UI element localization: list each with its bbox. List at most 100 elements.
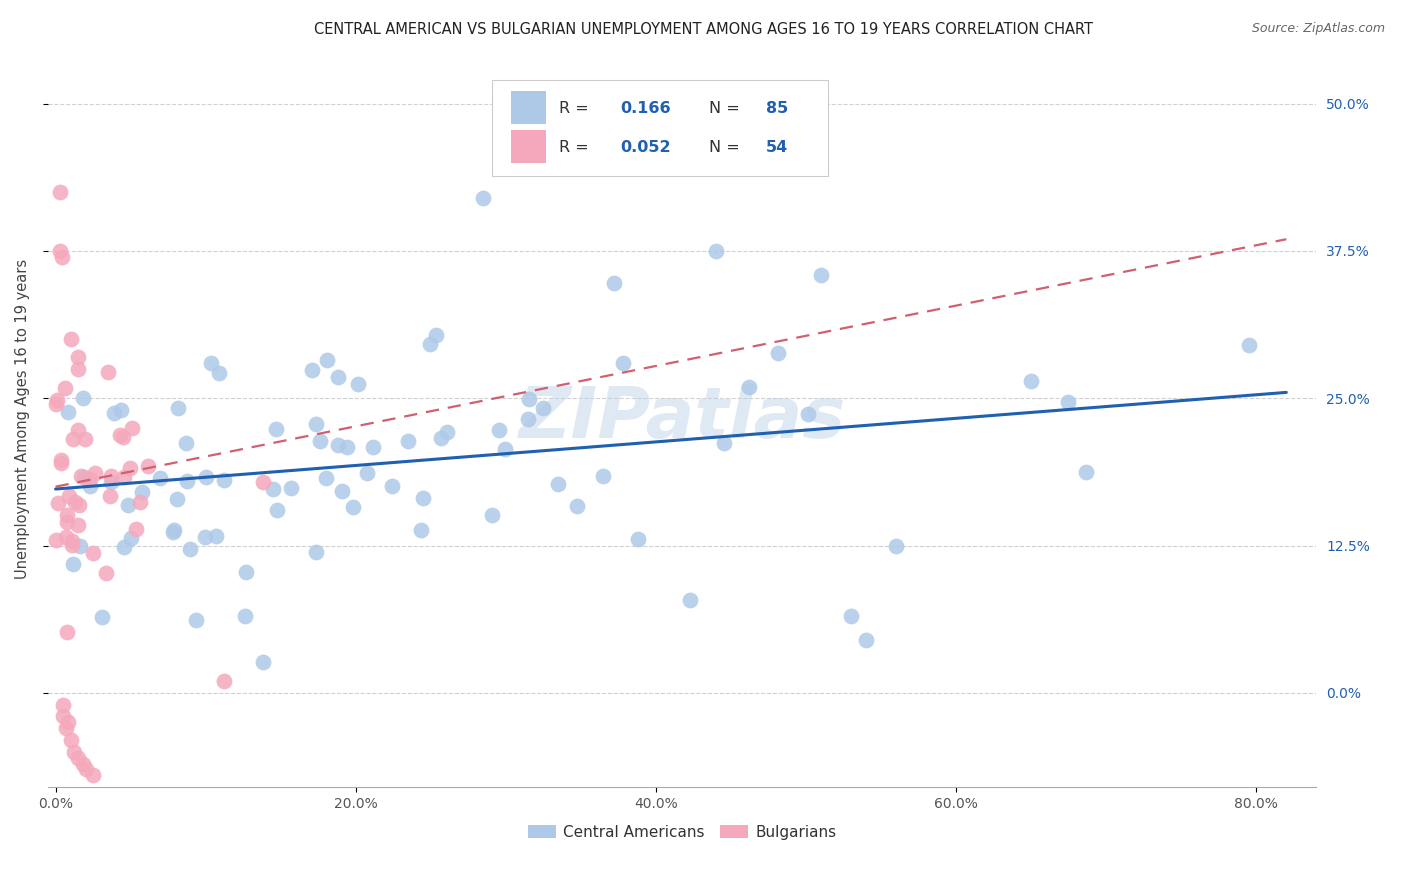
Point [45,392,67,407]
Point [79,471,101,485]
Point [55,624,77,639]
Point [45,397,67,411]
Point [305,417,328,431]
Point [488,423,510,437]
Point [200,356,222,370]
Point [176,474,198,488]
Point [51,456,73,470]
Point [49,185,72,199]
Point [70,468,93,483]
Legend: Central Americans, Bulgarians: Central Americans, Bulgarians [522,819,842,846]
Point [162,525,184,540]
Point [111,430,134,444]
Point [704,244,727,258]
Point [149,471,172,485]
Point [315,471,337,485]
Point [166,491,188,506]
Point [117,498,139,512]
Point [603,276,626,290]
Point [301,362,323,376]
Point [174,436,197,450]
Point [110,402,132,417]
FancyBboxPatch shape [510,130,547,163]
Point [82,768,104,782]
Point [214,473,236,487]
Text: 0.052: 0.052 [620,140,671,154]
Point [797,407,820,421]
Point [208,367,231,381]
Point [336,440,359,454]
Text: N =: N = [709,101,745,116]
Point [519,392,541,406]
Point [884,539,907,553]
Point [46,496,69,510]
Point [52,709,75,723]
Point [62,557,84,571]
Point [67,350,90,364]
Point [330,483,353,498]
Point [55,515,77,529]
Point [55,531,77,545]
Point [59,733,82,747]
Point [472,191,495,205]
Point [100,475,122,490]
Point [53,381,76,395]
Point [713,436,735,450]
Point [75,763,97,777]
Point [262,482,284,496]
Point [52,698,75,712]
Point [72,470,94,484]
Text: R =: R = [560,101,595,116]
Point [531,401,554,415]
Point [679,593,702,607]
Point [179,542,201,557]
Point [855,632,877,647]
Point [56,404,79,418]
Point [55,721,77,735]
Point [129,495,152,509]
Point [67,423,90,437]
Point [363,440,385,454]
Point [90,610,112,624]
Point [51,250,73,264]
Point [547,476,569,491]
Point [136,458,159,473]
Point [309,434,332,448]
Text: 85: 85 [766,101,789,116]
Text: 54: 54 [766,140,789,154]
Point [266,502,288,516]
Point [280,481,302,495]
Point [100,469,122,483]
Point [328,438,350,452]
Point [103,406,125,420]
Point [205,529,228,543]
Point [124,522,146,536]
Point [494,442,516,457]
Point [766,345,789,359]
Point [419,337,441,351]
Point [49,244,72,258]
Text: 0.166: 0.166 [620,101,671,116]
Point [194,470,217,484]
Text: N =: N = [709,140,745,154]
Point [412,491,434,505]
Point [72,391,94,405]
Point [67,498,90,512]
Point [252,655,274,669]
Point [112,469,135,483]
Point [131,484,153,499]
Point [1074,465,1097,479]
Point [381,478,404,492]
FancyBboxPatch shape [510,91,547,124]
Point [346,377,368,392]
Point [425,328,447,343]
Point [342,500,364,514]
Point [69,539,91,553]
Point [94,566,117,581]
Point [121,421,143,435]
Point [45,533,67,548]
Point [62,432,84,446]
Point [1057,394,1080,409]
Point [112,540,135,554]
Point [517,411,540,425]
